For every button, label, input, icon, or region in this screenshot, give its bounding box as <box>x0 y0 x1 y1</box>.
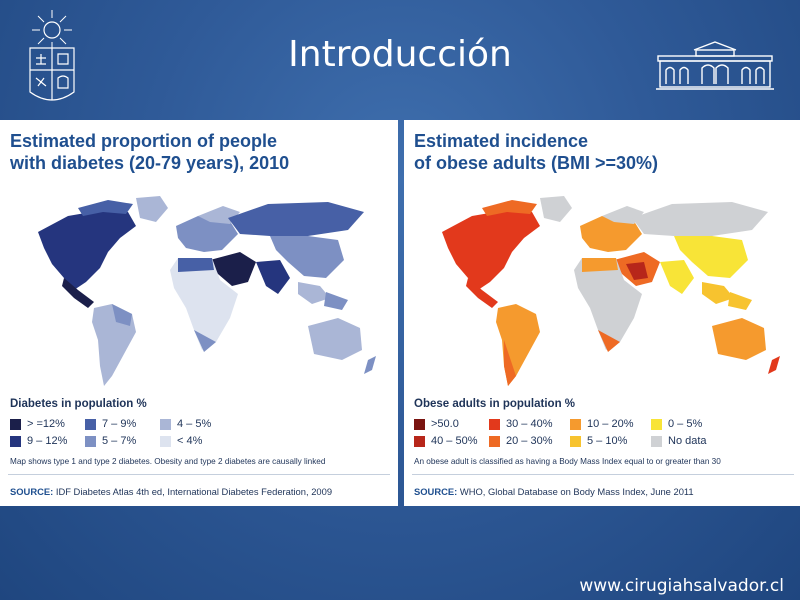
legend-swatch <box>10 435 21 447</box>
legend-swatch <box>10 418 21 430</box>
divider <box>8 474 390 475</box>
legend-swatch <box>414 418 425 430</box>
diabetes-legend-item: 7 – 9% <box>85 417 136 431</box>
legend-label: 20 – 30% <box>506 435 553 447</box>
legend-label: 5 – 10% <box>587 435 628 447</box>
building-logo <box>656 41 774 90</box>
map-europe <box>580 216 642 252</box>
map-australia <box>308 318 362 360</box>
map-south-america <box>496 304 540 386</box>
source-text: IDF Diabetes Atlas 4th ed, International… <box>53 486 333 497</box>
diabetes-legend-item: > =12% <box>10 417 65 431</box>
map-greenland <box>540 196 572 222</box>
diabetes-legend-item: 9 – 12% <box>10 434 67 448</box>
obesity-legend-item: 20 – 30% <box>489 434 552 448</box>
legend-swatch <box>570 418 581 430</box>
legend-swatch <box>414 435 425 447</box>
source-text: WHO, Global Database on Body Mass Index,… <box>457 486 694 497</box>
divider <box>412 474 794 475</box>
slide-header: Introducción <box>0 0 800 118</box>
obesity-world-map <box>412 190 794 510</box>
map-east-asia <box>270 236 344 278</box>
legend-swatch <box>489 435 500 447</box>
legend-label: > =12% <box>27 418 65 430</box>
obesity-legend-item: 5 – 10% <box>570 434 627 448</box>
map-canada-north <box>482 200 537 216</box>
obesity-source: SOURCE: WHO, Global Database on Body Mas… <box>414 486 694 497</box>
source-label: SOURCE: <box>414 486 458 497</box>
map-greenland <box>136 196 168 222</box>
diabetes-legend-title: Diabetes in population % <box>10 398 147 410</box>
diabetes-legend-item: < 4% <box>160 434 202 448</box>
map-north-america <box>442 210 540 290</box>
legend-swatch <box>651 418 662 430</box>
legend-label: 9 – 12% <box>27 435 68 447</box>
legend-label: No data <box>668 435 707 447</box>
map-australia <box>712 318 766 360</box>
diabetes-legend-item: 5 – 7% <box>85 434 136 448</box>
obesity-legend-item: 40 – 50% <box>414 434 477 448</box>
legend-label: >50.0 <box>431 418 459 430</box>
obesity-note: An obese adult is classified as having a… <box>414 457 721 466</box>
map-middle-east <box>210 252 256 286</box>
legend-swatch <box>85 418 96 430</box>
diabetes-world-map <box>8 190 390 510</box>
legend-swatch <box>651 435 662 447</box>
map-south-asia <box>660 260 694 294</box>
obesity-legend-item: 30 – 40% <box>489 417 552 431</box>
obesity-title-line2: of obese adults (BMI >=30%) <box>414 153 659 173</box>
legend-label: 0 – 5% <box>668 418 703 430</box>
obesity-legend-item: 10 – 20% <box>570 417 633 431</box>
diabetes-legend-item: 4 – 5% <box>160 417 211 431</box>
legend-label: 10 – 20% <box>587 418 634 430</box>
diabetes-map-panel: Estimated proportion of people with diab… <box>0 120 398 506</box>
legend-swatch <box>160 418 171 430</box>
university-logo <box>29 10 75 101</box>
legend-label: 30 – 40% <box>506 418 553 430</box>
legend-swatch <box>489 418 500 430</box>
map-mexico <box>466 278 498 308</box>
diabetes-title-line1: Estimated proportion of people <box>10 131 278 151</box>
legend-label: 40 – 50% <box>431 435 478 447</box>
map-africa <box>170 258 238 350</box>
legend-label: 5 – 7% <box>102 435 137 447</box>
obesity-title-line1: Estimated incidence <box>414 131 589 151</box>
map-russia <box>228 202 364 236</box>
diabetes-note: Map shows type 1 and type 2 diabetes. Ob… <box>10 457 326 466</box>
obesity-map-title: Estimated incidence of obese adults (BMI… <box>414 130 794 174</box>
map-east-asia <box>674 236 748 278</box>
legend-swatch <box>570 435 581 447</box>
map-mexico <box>62 278 94 308</box>
footer-url: www.cirugiahsalvador.cl <box>579 576 784 596</box>
map-russia <box>632 202 768 236</box>
obesity-legend-item: >50.0 <box>414 417 459 431</box>
map-south-asia <box>256 260 290 294</box>
slide-title: Introducción <box>288 34 512 75</box>
map-canada-north <box>78 200 133 216</box>
legend-label: 4 – 5% <box>177 418 212 430</box>
obesity-map-panel: Estimated incidence of obese adults (BMI… <box>404 120 800 506</box>
legend-label: < 4% <box>177 435 203 447</box>
obesity-legend-item: 0 – 5% <box>651 417 702 431</box>
legend-swatch <box>85 435 96 447</box>
diabetes-source: SOURCE: IDF Diabetes Atlas 4th ed, Inter… <box>10 486 332 497</box>
legend-swatch <box>160 435 171 447</box>
diabetes-title-line2: with diabetes (20-79 years), 2010 <box>10 153 290 173</box>
map-europe <box>176 216 238 252</box>
legend-label: 7 – 9% <box>102 418 137 430</box>
map-north-america <box>38 210 136 290</box>
diabetes-map-title: Estimated proportion of people with diab… <box>10 130 390 174</box>
map-africa <box>574 258 642 350</box>
obesity-legend-item: No data <box>651 434 707 448</box>
obesity-legend-title: Obese adults in population % <box>414 398 576 410</box>
source-label: SOURCE: <box>10 486 54 497</box>
